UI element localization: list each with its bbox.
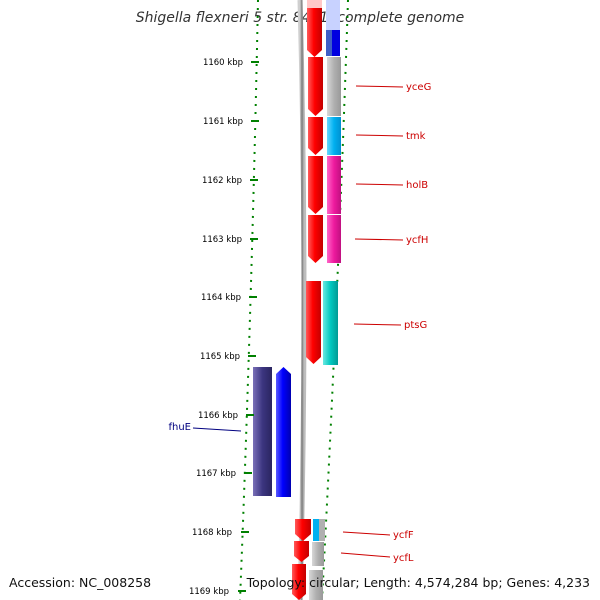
feature-block-holB [327,156,341,214]
feature-block [326,30,332,56]
gene-label-ycfH: ycfH [406,235,428,246]
tick-label: 1162 kbp [202,176,242,186]
cds-arrow-holB [308,156,323,214]
gene-label-fhuE: fhuE [168,422,191,433]
feature-block [326,0,340,30]
gene-label-ptsG: ptsG [404,320,427,331]
gene-labels: yceG tmk holB ycfH ptsG fhuE ycfF ycfL [168,82,431,564]
feature-block-fhuE [253,367,272,496]
tick-label: 1160 kbp [203,58,243,68]
cds-arrow-tmk [308,117,323,155]
tick-label: 1168 kbp [192,528,232,538]
tick-ring [239,0,259,600]
tick-label: 1161 kbp [203,117,243,127]
gene-label-holB: holB [406,180,428,191]
cds-arrow [292,564,306,600]
gene-label-ycfF: ycfF [393,530,414,541]
feature-block-ycfF [313,519,319,541]
feature-block-ptsG [323,281,338,365]
feature-block-tmk [327,117,341,155]
feature-block-yceG [327,57,341,116]
feature-block [309,570,323,600]
feature-block-ycfL [312,542,324,566]
tick-label: 1169 kbp [189,587,229,597]
gene-label-ycfL: ycfL [393,553,414,564]
feature-block-ycfF [319,519,325,541]
tick-label: 1164 kbp [201,293,241,303]
tick-label: 1163 kbp [202,235,242,245]
cds-block [307,0,322,8]
tick-label: 1167 kbp [196,469,236,479]
cds-arrow-ycfL [294,541,309,562]
cds-arrow-yceG [308,57,323,116]
gene-label-yceG: yceG [406,82,431,93]
feature-block-ycfH [327,215,341,263]
accession-text: Accession: NC_008258 [9,575,152,590]
cds-arrow-ycfH [308,215,323,263]
tick-label: 1166 kbp [198,411,238,421]
cds-arrow-fhuE [276,367,291,497]
gene-leader-lines [192,85,404,558]
cds-arrow-ycfF [295,519,311,541]
tick-label: 1165 kbp [200,352,240,362]
tick-marks [238,61,259,592]
cds-arrow [307,8,322,57]
cds-arrow-ptsG [306,281,321,364]
gene-label-tmk: tmk [406,131,426,142]
feature-block [332,30,340,56]
tick-labels: 1160 kbp 1161 kbp 1162 kbp 1163 kbp 1164… [189,58,243,597]
topology-text: Topology: circular; Length: 4,574,284 bp… [246,575,590,590]
genome-backbone [297,0,307,600]
